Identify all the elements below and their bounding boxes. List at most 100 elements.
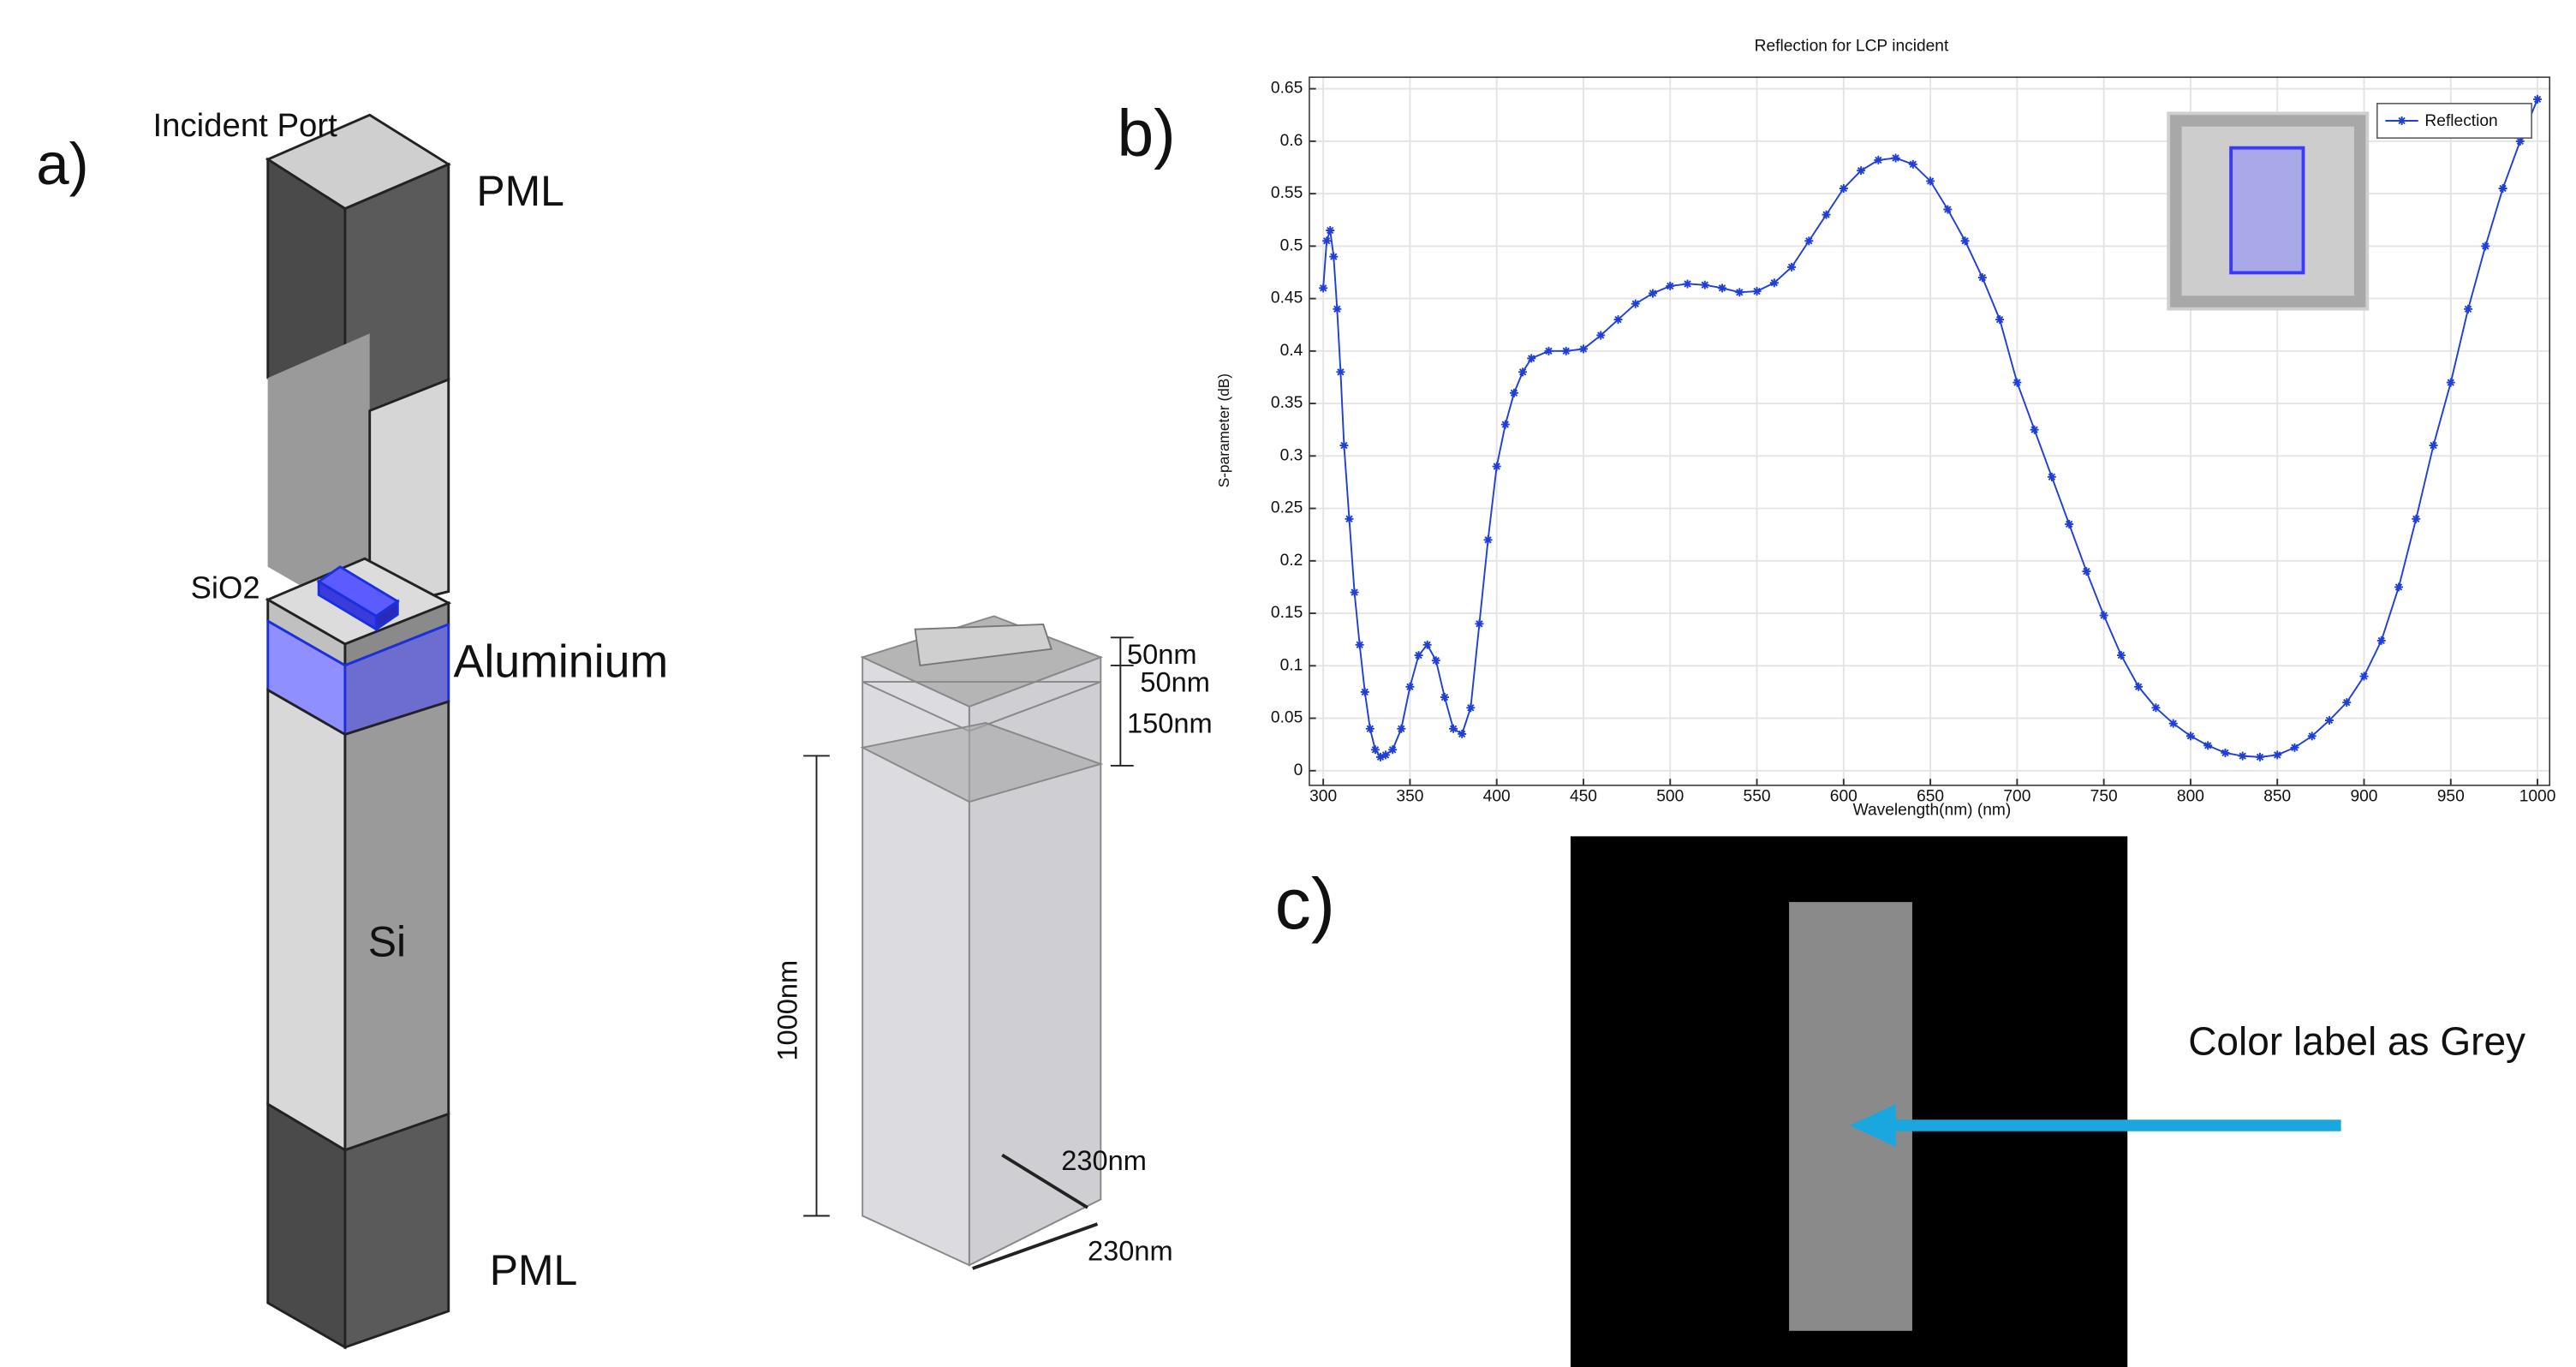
dimension-label: 150nm — [1127, 707, 1213, 739]
marker — [1458, 729, 1467, 738]
marker — [1977, 273, 1987, 283]
marker — [1365, 724, 1374, 733]
x-tick-label: 650 — [1917, 787, 1944, 805]
marker — [2255, 752, 2264, 761]
marker — [1466, 703, 1476, 713]
marker — [2290, 743, 2299, 752]
marker — [1405, 682, 1415, 691]
marker — [1336, 367, 1345, 377]
marker — [1649, 289, 1657, 298]
marker — [1326, 225, 1335, 235]
plot-frame — [1309, 76, 2550, 786]
marker — [1483, 535, 1493, 545]
marker — [2099, 611, 2108, 620]
marker — [2533, 94, 2543, 104]
marker — [2065, 519, 2074, 528]
marker — [1370, 745, 1380, 755]
x-tick-label: 500 — [1656, 787, 1684, 805]
marker — [1422, 640, 1432, 649]
dimension-label: 50nm — [1127, 638, 1197, 670]
marker — [2397, 116, 2406, 125]
marker — [1500, 420, 1510, 429]
panel-label: b) — [1118, 98, 1176, 170]
marker — [1943, 205, 1953, 214]
chart-title: Reflection for LCP incident — [1755, 37, 1949, 55]
marker — [1375, 752, 1385, 761]
marker — [1839, 184, 1848, 193]
marker — [1431, 656, 1440, 666]
marker — [1329, 252, 1339, 261]
marker — [2359, 672, 2369, 681]
marker — [2498, 184, 2507, 193]
marker — [1700, 280, 1709, 290]
marker — [2238, 751, 2247, 761]
x-tick-label: 850 — [2263, 787, 2291, 805]
annotation: Color label as Grey — [2188, 1019, 2525, 1064]
marker — [1613, 315, 1623, 325]
marker — [2203, 741, 2213, 750]
y-tick-label: 0.05 — [1271, 709, 1303, 727]
marker — [1355, 640, 1364, 649]
label: PML — [476, 167, 564, 215]
x-tick-label: 900 — [2350, 787, 2377, 805]
marker — [1578, 344, 1588, 354]
marker — [1333, 304, 1342, 313]
marker — [2012, 378, 2022, 387]
panel-label: c) — [1275, 863, 1335, 944]
y-tick-label: 0.25 — [1271, 499, 1303, 517]
marker — [2325, 716, 2334, 725]
marker — [2151, 703, 2161, 713]
marker — [1350, 588, 1359, 597]
x-tick-label: 700 — [2003, 787, 2030, 805]
marker — [1544, 346, 1553, 355]
marker — [1527, 354, 1536, 363]
label: PML — [490, 1246, 578, 1294]
marker — [1857, 166, 1866, 176]
marker — [1995, 315, 2005, 325]
x-tick-label: 950 — [2437, 787, 2465, 805]
dimension-label: 50nm — [1140, 666, 1210, 698]
marker — [1414, 651, 1423, 660]
y-tick-label: 0.35 — [1271, 394, 1303, 412]
y-tick-label: 0.65 — [1271, 80, 1303, 98]
marker — [1874, 155, 1883, 164]
marker — [1908, 159, 1917, 169]
marker — [1926, 176, 1935, 186]
y-tick-label: 0.6 — [1280, 132, 1303, 150]
marker — [2273, 750, 2282, 760]
legend-label: Reflection — [2424, 112, 2497, 130]
marker — [1666, 281, 1675, 290]
marker — [1822, 210, 1831, 219]
marker — [1345, 514, 1354, 523]
marker — [1449, 724, 1458, 733]
marker — [1440, 693, 1449, 702]
y-tick-label: 0.3 — [1280, 446, 1303, 464]
marker — [2082, 567, 2091, 576]
x-tick-label: 750 — [2090, 787, 2118, 805]
dimension-label: 1000nm — [771, 960, 802, 1061]
y-tick-label: 0.55 — [1271, 184, 1303, 202]
marker — [1787, 262, 1797, 272]
marker — [1960, 236, 1970, 246]
unit-cell-model — [803, 615, 1134, 1270]
marker — [1319, 284, 1328, 293]
marker — [2481, 242, 2490, 251]
plot: 0 0.05 0.1 0.15 0.2 0.25 0.3 0.35 0.4 0.45 0.5 0.55… — [1271, 76, 2555, 805]
marker — [1475, 619, 1484, 629]
marker — [1322, 236, 1332, 246]
marker — [2464, 304, 2473, 313]
marker — [2134, 682, 2144, 691]
marker — [1360, 687, 1369, 696]
marker — [1492, 462, 1501, 471]
inset-image — [2229, 146, 2305, 275]
dimension-label: 230nm — [1061, 1144, 1147, 1176]
y-tick-label: 0.4 — [1280, 342, 1303, 360]
marker — [1752, 287, 1762, 296]
marker — [2168, 719, 2178, 728]
marker — [1735, 288, 1744, 297]
dimension-label: 230nm — [1088, 1234, 1173, 1266]
x-tick-label: 400 — [1483, 787, 1511, 805]
marker — [2376, 636, 2386, 645]
